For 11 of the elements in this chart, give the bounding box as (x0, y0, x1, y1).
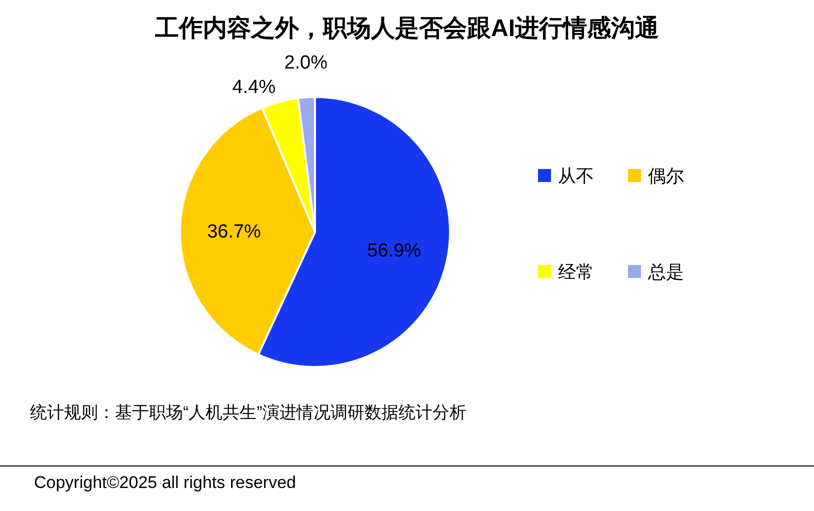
text: 统计规则：基于职场“人机共生”演进情况调研数据统计分析 (30, 403, 466, 422)
data-label: 36.7% (207, 222, 262, 243)
legend-label: 总是 (647, 262, 684, 282)
chart-title: 工作内容之外，职场人是否会跟AI进行情感沟通 (154, 15, 659, 42)
data-label: 2.0% (284, 52, 328, 74)
text: Copyright©2025 all rights reserved (34, 473, 296, 492)
legend-label: 从不 (558, 166, 594, 186)
legend-label: 偶尔 (648, 166, 684, 186)
data-label: 56.9% (367, 240, 422, 262)
legend-label: 经常 (558, 262, 594, 282)
data-label: 4.4% (232, 77, 276, 98)
